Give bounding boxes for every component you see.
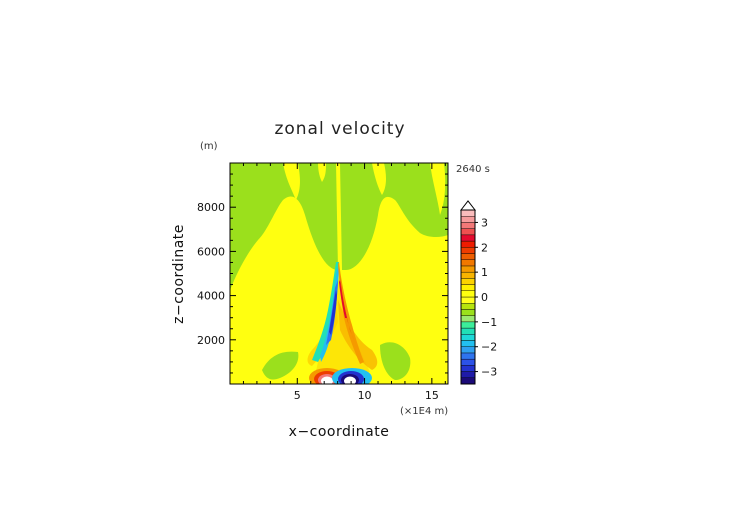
- colorbar-swatch: [460, 334, 476, 341]
- teal-plume-left: [312, 262, 339, 362]
- yellow-stripe-center: [336, 163, 342, 270]
- x-unit-label: (×1E4 m): [400, 406, 448, 417]
- colorbar-swatch: [460, 321, 476, 329]
- orange-lobe-left: [307, 300, 338, 366]
- x-axis-label: x−coordinate: [289, 424, 390, 440]
- colorbar-swatch: [460, 234, 476, 242]
- colorbar-tick-label: −2: [481, 341, 497, 354]
- y-tick-label: 8000: [197, 201, 225, 214]
- colorbar-tick-label: 0: [481, 291, 488, 304]
- colorbar-swatch: [460, 253, 476, 260]
- colorbar-swatch: [460, 278, 476, 285]
- colorbar-swatch: [460, 247, 476, 254]
- cyan-plume-left: [320, 268, 339, 362]
- x-tick-label: 10: [358, 389, 372, 402]
- y-tick-label: 6000: [197, 245, 225, 258]
- surface-negative-core: [344, 376, 356, 384]
- green-lower-right: [380, 342, 411, 380]
- colorbar-swatch: [460, 377, 476, 385]
- colorbar-swatch: [460, 327, 476, 335]
- red-plume-core: [339, 280, 347, 318]
- colorbar-swatch: [460, 240, 476, 248]
- y-unit-label: (m): [200, 141, 218, 152]
- colorbar-swatch: [460, 358, 476, 366]
- contour-field: [230, 163, 448, 384]
- colorbar-swatch: [460, 265, 476, 273]
- colorbar-swatch: [460, 340, 476, 347]
- orange-lobe-right: [338, 300, 378, 370]
- green-lower-left: [262, 351, 299, 380]
- colorbar-tick-label: 2: [481, 241, 488, 254]
- orange-plume-right: [338, 262, 364, 364]
- y-tick-label: 4000: [197, 290, 225, 303]
- colorbar-swatch: [460, 222, 476, 229]
- colorbar: 3 2 1 0 −1 −2 −3: [459, 200, 497, 385]
- colorbar-swatch: [460, 271, 476, 279]
- colorbar-tick-label: −3: [481, 366, 497, 379]
- colorbar-tick-label: 1: [481, 266, 488, 279]
- chart-title: zonal velocity: [274, 119, 405, 139]
- y-ticks: 2000 4000 6000 8000: [197, 173, 448, 374]
- x-ticks: 5 10 15: [242, 163, 446, 402]
- x-tick-label: 5: [294, 389, 301, 402]
- colorbar-swatch: [460, 371, 476, 378]
- colorbar-swatch: [460, 259, 476, 267]
- x-tick-label: 15: [425, 389, 439, 402]
- yellow-stripe-mid-left: [318, 163, 326, 182]
- time-label: 2640 s: [456, 164, 490, 175]
- colorbar-tick-label: −1: [481, 316, 497, 329]
- colorbar-swatch: [460, 284, 476, 291]
- colorbar-swatch: [460, 309, 476, 316]
- colorbar-swatch: [460, 296, 476, 304]
- colorbar-swatch: [460, 365, 476, 372]
- colorbar-swatch: [460, 228, 476, 236]
- yellow-lower-left: [230, 302, 300, 351]
- colorbar-extend-arrow: [459, 200, 477, 211]
- colorbar-swatch: [460, 346, 476, 354]
- colorbar-swatch: [460, 216, 476, 223]
- y-axis-label: z−coordinate: [171, 224, 187, 324]
- yellow-stripe-far-right: [430, 163, 446, 215]
- colorbar-swatch: [460, 315, 476, 323]
- blue-plume-core: [329, 290, 337, 335]
- colorbar-swatch: [460, 303, 476, 310]
- colorbar-swatch: [460, 352, 476, 360]
- y-tick-label: 2000: [197, 334, 225, 347]
- colorbar-swatch: [460, 290, 476, 298]
- yellow-stripe-right: [372, 163, 386, 195]
- colorbar-swatch: [460, 209, 476, 217]
- yellow-stripe-left: [283, 163, 300, 200]
- colorbar-tick-label: 3: [481, 216, 488, 229]
